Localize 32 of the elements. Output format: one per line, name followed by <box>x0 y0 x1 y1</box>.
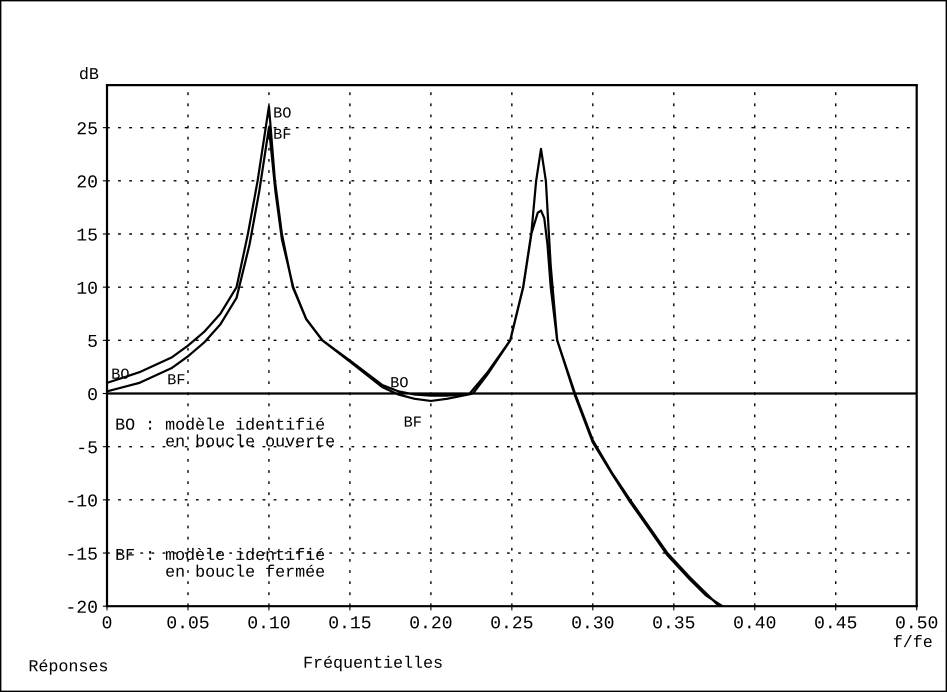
x-tick-label: 0 <box>102 616 112 628</box>
annotation: BF <box>168 374 184 384</box>
x-tick-label: 0.50 <box>896 616 938 628</box>
y-tick-label: 25 <box>78 122 97 134</box>
text: Fréquentielles <box>304 656 442 672</box>
y-axis-title: dB <box>80 66 98 80</box>
y-tick-label: 5 <box>88 334 97 348</box>
x-tick-label: 0.15 <box>329 616 370 628</box>
x-tick-label: 0.25 <box>491 616 532 628</box>
annotation: BO <box>391 376 408 388</box>
y-tick-label: -10 <box>68 494 97 507</box>
x-tick-label: 0.45 <box>815 616 856 628</box>
x-tick-label: 0.30 <box>572 616 614 628</box>
annotation: BO : modèle identifié en boucle ouverte <box>116 418 334 447</box>
x-tick-label: 0.05 <box>167 616 208 628</box>
annotation: BF <box>404 416 421 427</box>
text: Réponses <box>30 659 108 675</box>
y-tick-label: -20 <box>68 600 97 613</box>
y-tick-label: 0 <box>88 388 97 400</box>
series-label: BO <box>274 107 291 118</box>
x-axis-title: f/fe <box>894 634 932 648</box>
series-label: BF <box>274 128 290 139</box>
annotation: BF : modèle identifié en boucle fermée <box>116 548 324 577</box>
x-tick-label: 0.40 <box>734 616 776 628</box>
y-tick-label: 20 <box>78 175 97 188</box>
x-tick-label: 0.20 <box>410 616 452 628</box>
y-tick-label: -5 <box>79 441 97 454</box>
y-tick-label: -15 <box>68 548 97 560</box>
x-tick-label: 0.10 <box>248 616 290 628</box>
x-tick-label: 0.35 <box>653 616 694 628</box>
y-tick-label: 15 <box>78 228 97 241</box>
y-tick-label: 10 <box>78 282 97 294</box>
